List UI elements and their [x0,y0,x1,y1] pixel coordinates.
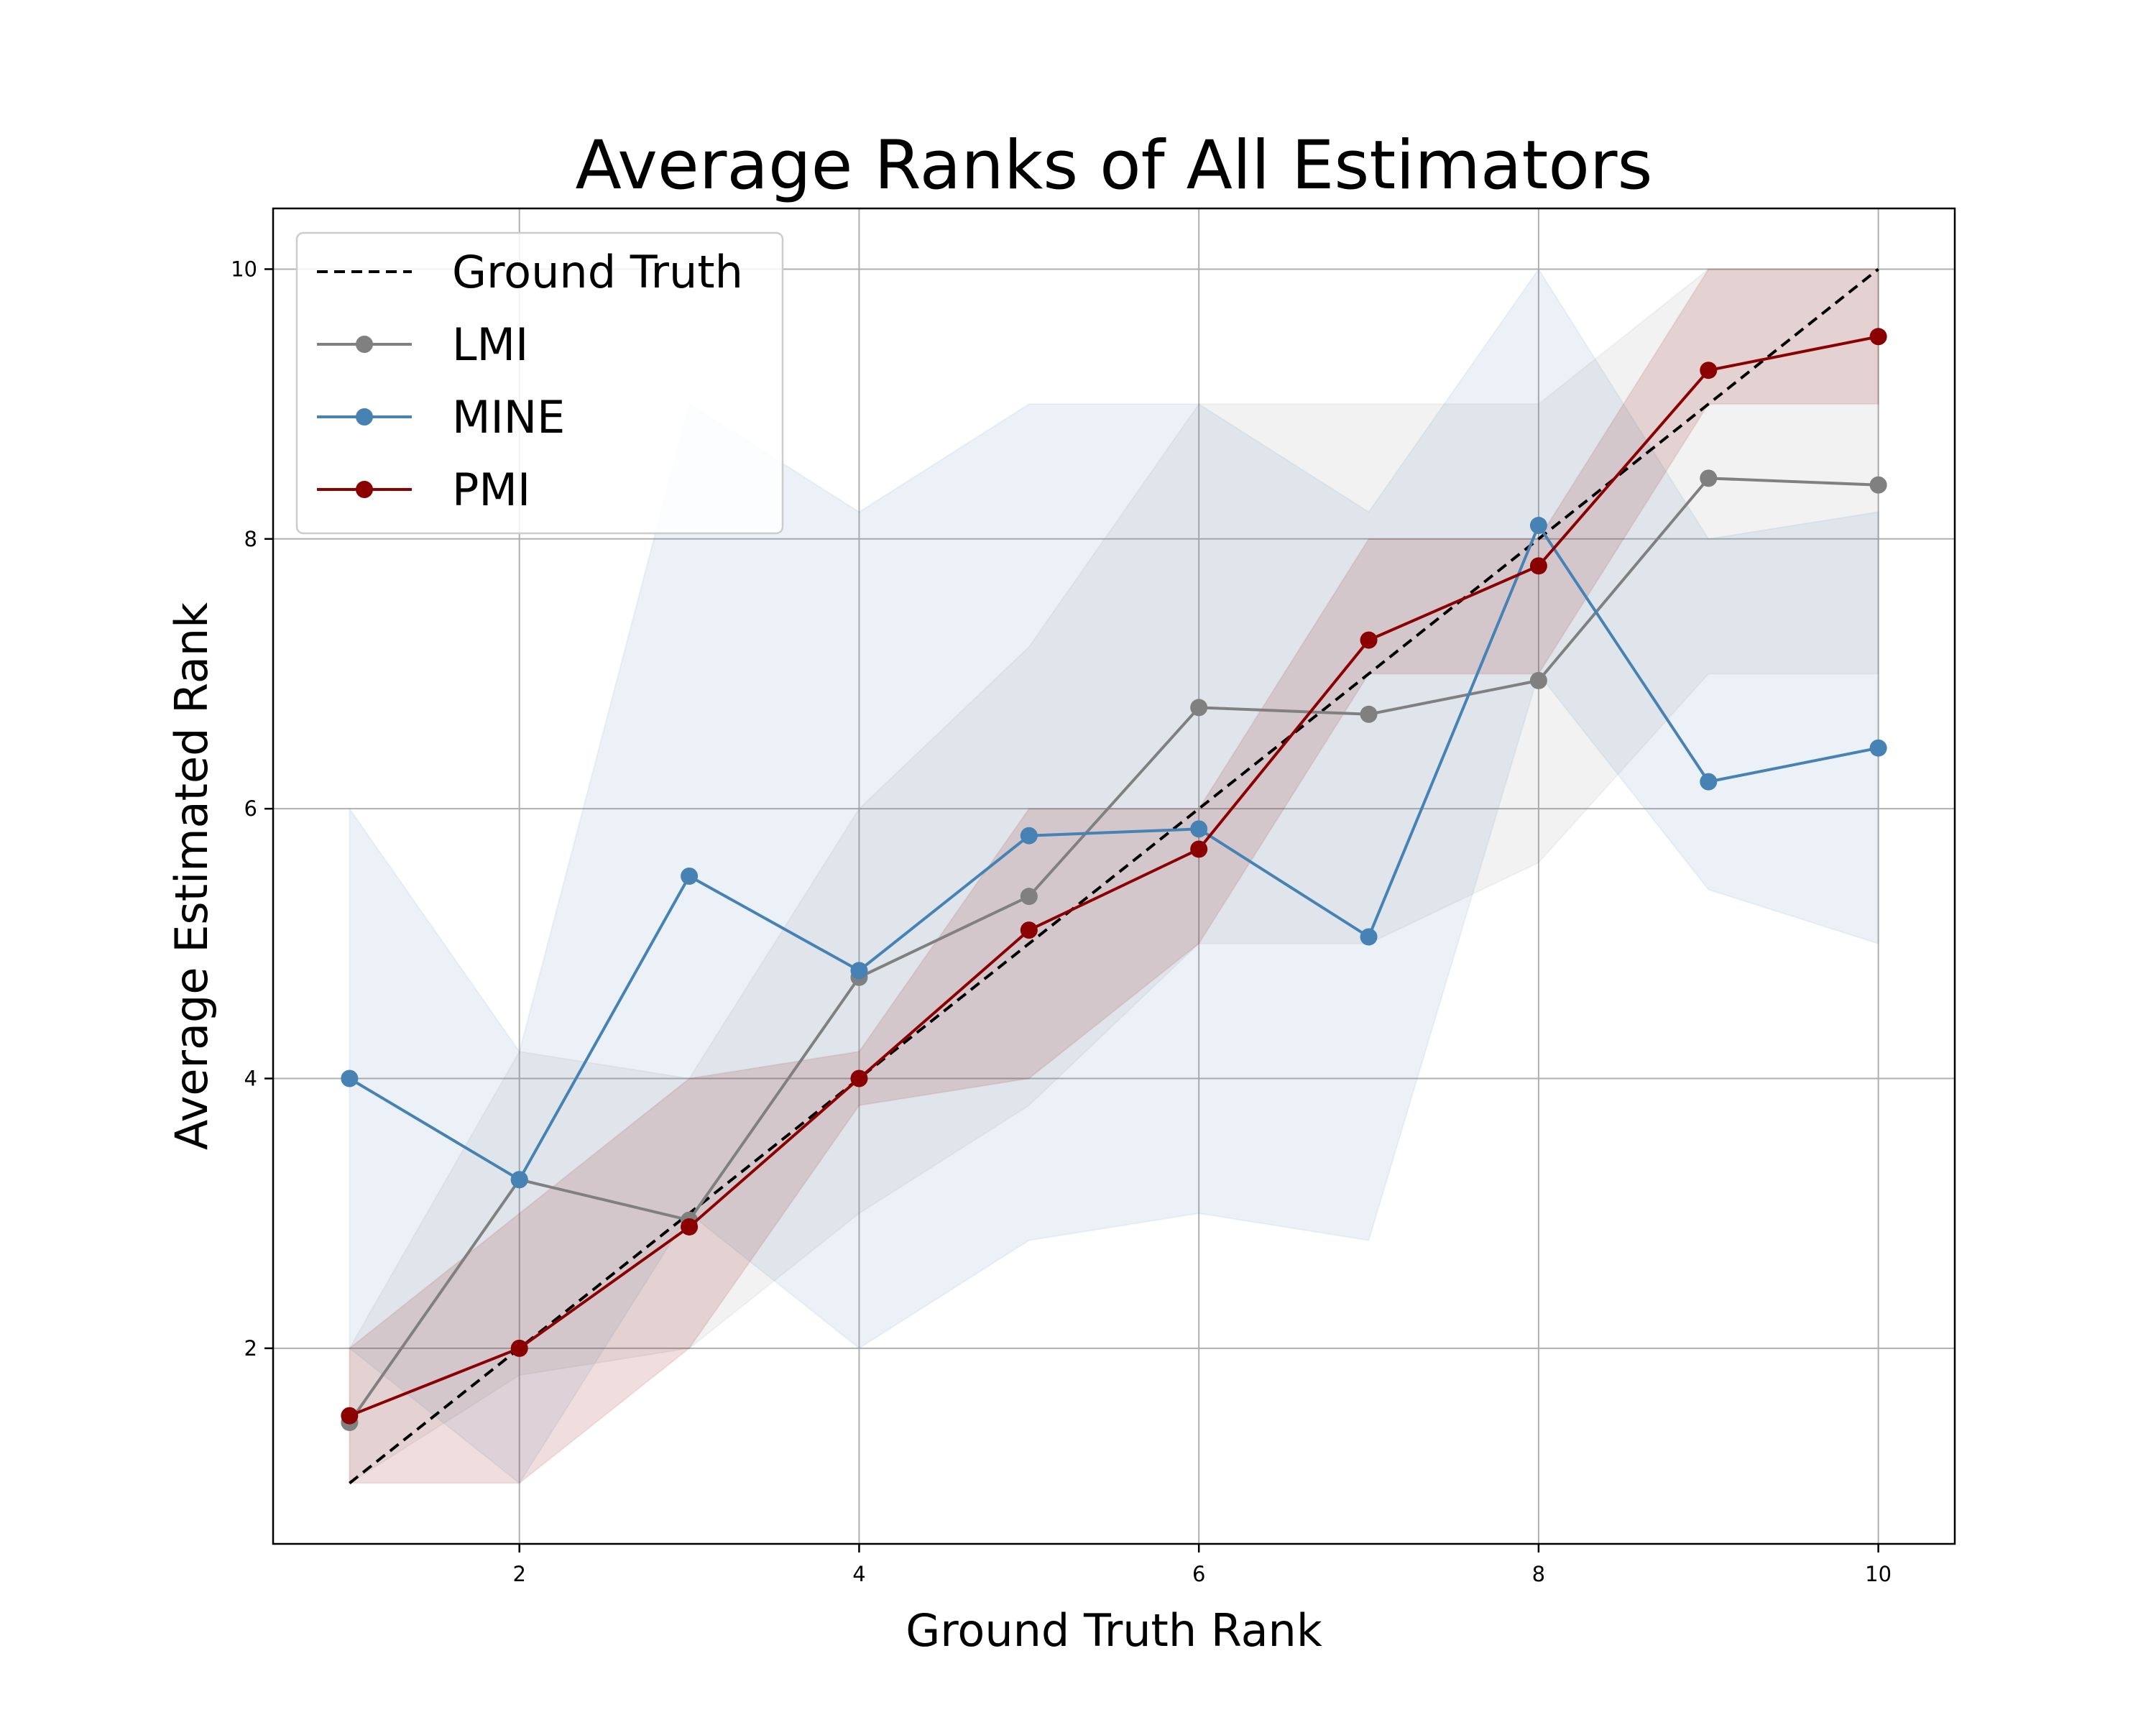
point-mine [681,868,699,885]
series-pmi [341,328,1887,1425]
chart-title: Average Ranks of All Estimators [576,126,1653,205]
legend-label: LMI [452,318,528,371]
point-pmi [1020,921,1038,939]
x-axis-ticks: 2 4 6 8 10 [513,1544,1892,1586]
x-tick-label: 8 [1532,1562,1545,1586]
point-lmi [1700,469,1718,487]
point-pmi [510,1339,528,1357]
legend-label: Ground Truth [452,246,743,298]
point-mine [510,1171,528,1189]
legend-marker [356,336,373,353]
series-group [341,328,1887,1432]
legend-item: PMI [317,464,530,516]
x-tick-label: 6 [1192,1562,1205,1586]
y-tick-label: 6 [244,796,257,821]
point-mine [1190,820,1208,838]
legend-item: MINE [317,391,565,443]
series-line-pmi [349,335,1879,1417]
y-tick-label: 8 [244,527,257,551]
y-tick-label: 2 [244,1336,257,1361]
point-lmi [1020,888,1038,906]
point-pmi [341,1407,359,1425]
point-pmi [1700,362,1718,380]
y-tick-label: 4 [244,1067,257,1091]
legend-label: MINE [452,391,565,443]
point-mine [1360,928,1378,946]
x-tick-label: 10 [1865,1562,1892,1586]
legend-box [295,231,784,535]
point-lmi [1529,671,1547,689]
point-mine [1869,739,1887,757]
point-pmi [1360,631,1378,649]
legend-marker [356,481,373,498]
legend-marker [356,408,373,426]
point-pmi [1529,557,1547,575]
point-lmi [1869,476,1887,494]
point-pmi [850,1070,868,1087]
point-mine [1020,827,1038,845]
grid [273,208,1955,1544]
y-axis-label: Average Estimated Rank [165,602,218,1150]
y-tick-label: 10 [231,257,257,281]
y-axis-ticks: 2 4 6 8 10 [231,257,273,1361]
point-pmi [1190,840,1208,858]
legend-label: PMI [452,464,530,516]
reference-line-group [349,267,1879,1485]
x-tick-label: 4 [852,1562,865,1586]
x-tick-label: 2 [513,1562,526,1586]
legend-item: Ground Truth [317,246,743,298]
point-mine [1529,517,1547,535]
point-pmi [681,1218,699,1236]
point-lmi [1190,699,1208,717]
ground-truth-line [349,267,1879,1485]
series-mine [341,517,1887,1189]
plot-area-frame [272,207,1956,1545]
point-mine [850,962,868,980]
point-mine [341,1070,359,1087]
x-axis-label: Ground Truth Rank [906,1604,1322,1657]
series-line-mine [349,522,1879,1182]
legend: Ground Truth LMI MINE PMI [295,231,784,535]
point-pmi [1869,328,1887,346]
legend-item: LMI [317,318,528,371]
point-mine [1700,773,1718,791]
series-line-lmi [348,477,1879,1424]
point-lmi [1360,705,1378,723]
